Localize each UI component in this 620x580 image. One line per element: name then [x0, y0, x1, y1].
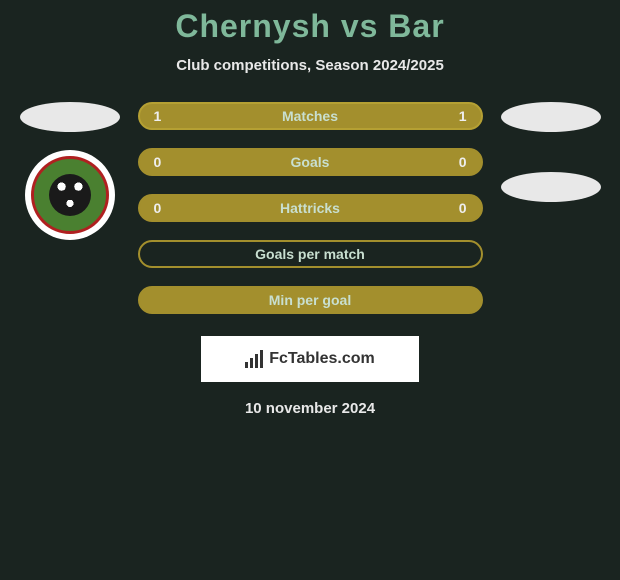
main-row: 1Matches10Goals00Hattricks0Goals per mat… — [0, 102, 620, 314]
soccer-ball-icon — [49, 174, 91, 216]
stat-left-value: 0 — [154, 200, 178, 216]
bar-chart-icon — [245, 350, 263, 368]
stats-column: 1Matches10Goals00Hattricks0Goals per mat… — [138, 102, 483, 314]
left-side-column — [20, 102, 120, 240]
right-side-column — [501, 102, 601, 202]
subtitle: Club competitions, Season 2024/2025 — [0, 57, 620, 74]
stat-bar-goals: 0Goals0 — [138, 148, 483, 176]
stat-label: Goals per match — [154, 246, 467, 262]
stat-right-value: 0 — [443, 200, 467, 216]
stat-label: Min per goal — [154, 292, 467, 308]
stat-label: Goals — [178, 154, 443, 170]
brand-box[interactable]: FcTables.com — [201, 336, 419, 382]
brand-text: FcTables.com — [269, 350, 375, 368]
comparison-widget: Chernysh vs Bar Club competitions, Seaso… — [0, 0, 620, 417]
left-player-placeholder — [20, 102, 120, 132]
stat-left-value: 1 — [154, 108, 178, 124]
stat-label: Matches — [178, 108, 443, 124]
stat-bar-min-per-goal: Min per goal — [138, 286, 483, 314]
right-club-placeholder — [501, 172, 601, 202]
date-line: 10 november 2024 — [0, 400, 620, 417]
stat-label: Hattricks — [178, 200, 443, 216]
stat-bar-matches: 1Matches1 — [138, 102, 483, 130]
right-player-placeholder — [501, 102, 601, 132]
stat-bar-hattricks: 0Hattricks0 — [138, 194, 483, 222]
stat-right-value: 1 — [443, 108, 467, 124]
page-title: Chernysh vs Bar — [0, 8, 620, 45]
stat-bar-goals-per-match: Goals per match — [138, 240, 483, 268]
left-club-badge — [25, 150, 115, 240]
stat-right-value: 0 — [443, 154, 467, 170]
badge-inner — [31, 156, 109, 234]
stat-left-value: 0 — [154, 154, 178, 170]
